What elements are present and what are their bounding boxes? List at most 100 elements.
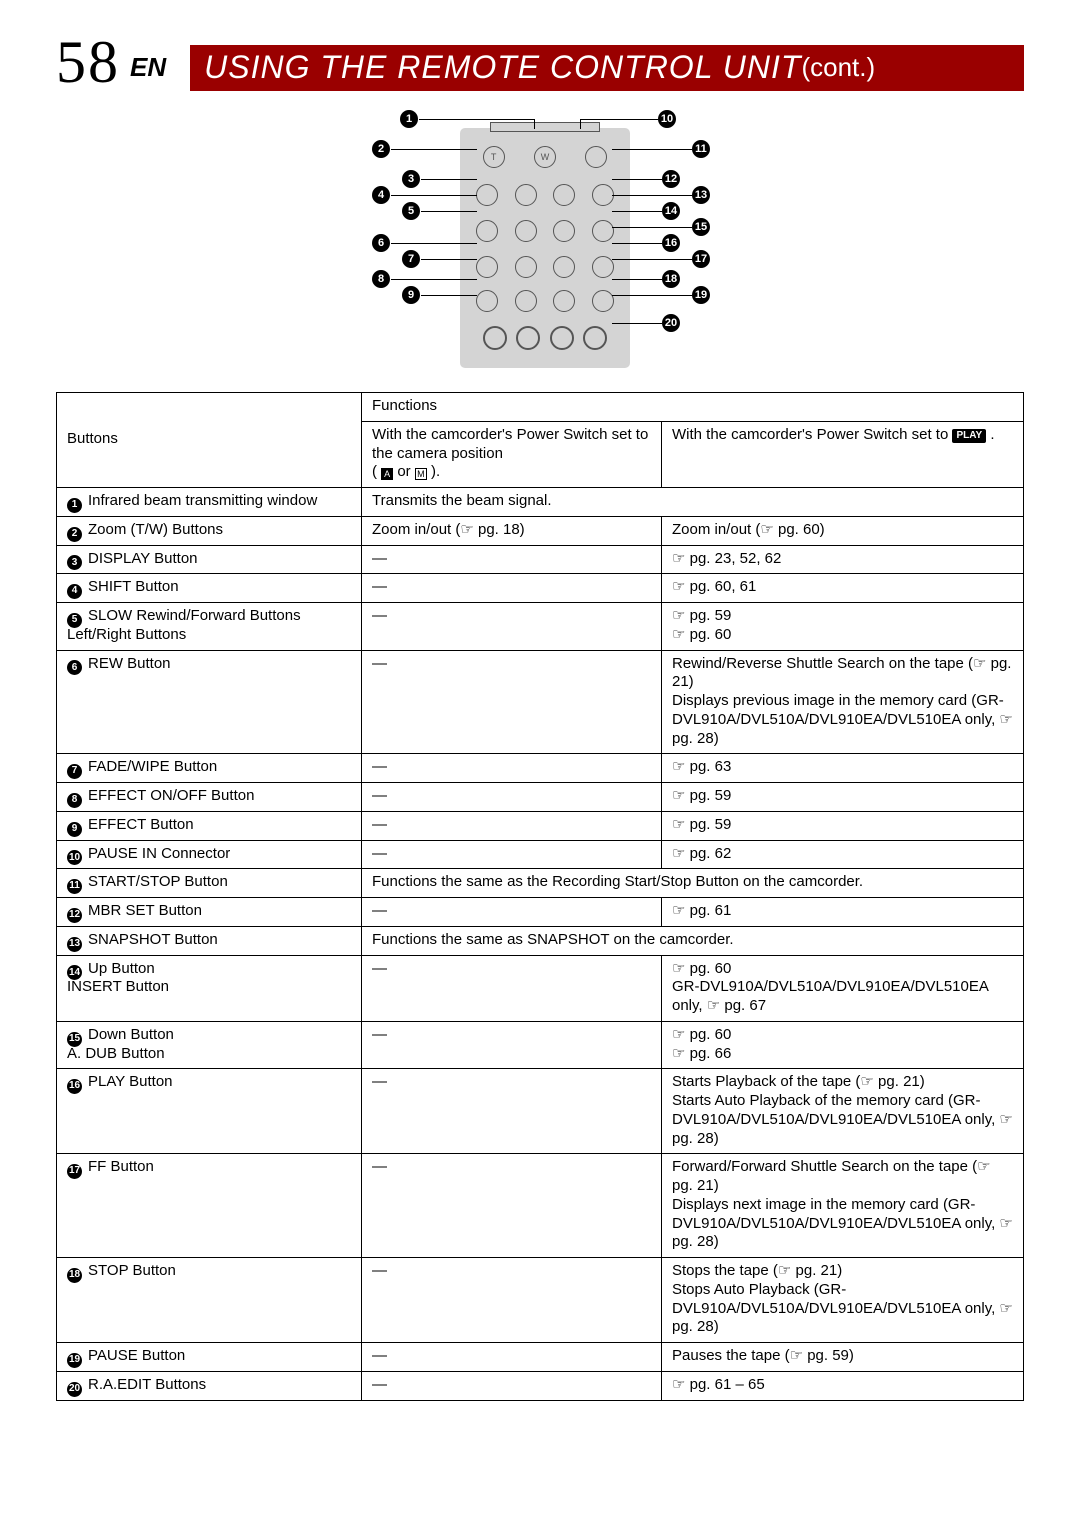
button-label: 20R.A.EDIT Buttons xyxy=(57,1371,362,1400)
table-row: 12MBR SET Button—☞ pg. 61 xyxy=(57,898,1024,927)
remote-body: T W xyxy=(460,128,630,368)
function-play-cell: ☞ pg. 63 xyxy=(662,754,1024,783)
remote-diagram: T W 1 2 3 4 5 6 7 8 9 10 xyxy=(280,110,800,378)
button-label: 1Infrared beam transmitting window xyxy=(57,488,362,517)
button-label: 18STOP Button xyxy=(57,1258,362,1343)
function-play-cell: ☞ pg. 61 xyxy=(662,898,1024,927)
table-row: 14Up ButtonINSERT Button—☞ pg. 60GR-DVL9… xyxy=(57,955,1024,1021)
function-play-cell: ☞ pg. 59 xyxy=(662,783,1024,812)
callout-13: 13 xyxy=(692,186,710,204)
callout-15: 15 xyxy=(692,218,710,236)
table-row: 16PLAY Button—Starts Playback of the tap… xyxy=(57,1069,1024,1154)
function-camera-cell: — xyxy=(362,840,662,869)
function-play-cell: ☞ pg. 23, 52, 62 xyxy=(662,545,1024,574)
function-play-cell: ☞ pg. 62 xyxy=(662,840,1024,869)
table-row: 6REW Button—Rewind/Reverse Shuttle Searc… xyxy=(57,650,1024,754)
title-cont: (cont.) xyxy=(801,52,875,83)
infrared-window-icon xyxy=(490,122,600,132)
table-row: 18STOP Button—Stops the tape (☞ pg. 21)S… xyxy=(57,1258,1024,1343)
button-label: 6REW Button xyxy=(57,650,362,754)
function-play-cell: Forward/Forward Shuttle Search on the ta… xyxy=(662,1154,1024,1258)
button-label: 14Up ButtonINSERT Button xyxy=(57,955,362,1021)
callout-8: 8 xyxy=(372,270,390,288)
table-row: 11START/STOP ButtonFunctions the same as… xyxy=(57,869,1024,898)
button-label: 13SNAPSHOT Button xyxy=(57,926,362,955)
callout-7: 7 xyxy=(402,250,420,268)
page-header: 58 EN USING THE REMOTE CONTROL UNIT (con… xyxy=(56,28,1024,94)
button-label: 5SLOW Rewind/Forward ButtonsLeft/Right B… xyxy=(57,603,362,651)
title-main: USING THE REMOTE CONTROL UNIT xyxy=(204,49,801,86)
table-row: 4SHIFT Button—☞ pg. 60, 61 xyxy=(57,574,1024,603)
function-play-cell: Starts Playback of the tape (☞ pg. 21)St… xyxy=(662,1069,1024,1154)
function-play-cell: ☞ pg. 61 – 65 xyxy=(662,1371,1024,1400)
function-play-cell: Zoom in/out (☞ pg. 60) xyxy=(662,516,1024,545)
function-cell: Functions the same as the Recording Star… xyxy=(362,869,1024,898)
button-label: 16PLAY Button xyxy=(57,1069,362,1154)
table-row: 7FADE/WIPE Button—☞ pg. 63 xyxy=(57,754,1024,783)
function-camera-cell: — xyxy=(362,811,662,840)
table-row: 8EFFECT ON/OFF Button—☞ pg. 59 xyxy=(57,783,1024,812)
title-bar: USING THE REMOTE CONTROL UNIT (cont.) xyxy=(190,45,1024,91)
button-label: 10PAUSE IN Connector xyxy=(57,840,362,869)
function-cell: Transmits the beam signal. xyxy=(362,488,1024,517)
function-camera-cell: — xyxy=(362,783,662,812)
table-row: 15Down ButtonA. DUB Button—☞ pg. 60☞ pg.… xyxy=(57,1021,1024,1069)
function-play-cell: ☞ pg. 60☞ pg. 66 xyxy=(662,1021,1024,1069)
button-label: 3DISPLAY Button xyxy=(57,545,362,574)
button-label: 2Zoom (T/W) Buttons xyxy=(57,516,362,545)
function-play-cell: Rewind/Reverse Shuttle Search on the tap… xyxy=(662,650,1024,754)
callout-19: 19 xyxy=(692,286,710,304)
table-header-row-1: Buttons Functions xyxy=(57,393,1024,422)
button-label: 4SHIFT Button xyxy=(57,574,362,603)
function-camera-cell: — xyxy=(362,1258,662,1343)
table-row: 2Zoom (T/W) ButtonsZoom in/out (☞ pg. 18… xyxy=(57,516,1024,545)
button-label: 7FADE/WIPE Button xyxy=(57,754,362,783)
function-play-cell: ☞ pg. 59 xyxy=(662,811,1024,840)
table-row: 20R.A.EDIT Buttons—☞ pg. 61 – 65 xyxy=(57,1371,1024,1400)
table-row: 17FF Button—Forward/Forward Shuttle Sear… xyxy=(57,1154,1024,1258)
function-play-cell: Stops the tape (☞ pg. 21)Stops Auto Play… xyxy=(662,1258,1024,1343)
callout-20: 20 xyxy=(662,314,680,332)
button-label: 12MBR SET Button xyxy=(57,898,362,927)
function-camera-cell: — xyxy=(362,1154,662,1258)
button-label: 11START/STOP Button xyxy=(57,869,362,898)
function-camera-cell: — xyxy=(362,650,662,754)
table-row: 13SNAPSHOT ButtonFunctions the same as S… xyxy=(57,926,1024,955)
function-camera-cell: — xyxy=(362,1021,662,1069)
button-label: 15Down ButtonA. DUB Button xyxy=(57,1021,362,1069)
function-play-cell: ☞ pg. 60, 61 xyxy=(662,574,1024,603)
function-play-cell: ☞ pg. 60GR-DVL910A/DVL510A/DVL910EA/DVL5… xyxy=(662,955,1024,1021)
table-row: 3DISPLAY Button—☞ pg. 23, 52, 62 xyxy=(57,545,1024,574)
callout-16: 16 xyxy=(662,234,680,252)
callout-10: 10 xyxy=(658,110,676,128)
function-play-cell: ☞ pg. 59☞ pg. 60 xyxy=(662,603,1024,651)
function-camera-cell: — xyxy=(362,1371,662,1400)
callout-1: 1 xyxy=(400,110,418,128)
callout-4: 4 xyxy=(372,186,390,204)
button-label: 17FF Button xyxy=(57,1154,362,1258)
callout-3: 3 xyxy=(402,170,420,188)
callout-5: 5 xyxy=(402,202,420,220)
buttons-header: Buttons xyxy=(57,393,362,488)
callout-17: 17 xyxy=(692,250,710,268)
function-camera-cell: — xyxy=(362,574,662,603)
callout-2: 2 xyxy=(372,140,390,158)
page-number: 58 xyxy=(56,28,120,97)
play-pos-header: With the camcorder's Power Switch set to… xyxy=(662,421,1024,487)
callout-14: 14 xyxy=(662,202,680,220)
functions-header: Functions xyxy=(362,393,1024,422)
function-camera-cell: — xyxy=(362,898,662,927)
callout-18: 18 xyxy=(662,270,680,288)
table-row: 1Infrared beam transmitting windowTransm… xyxy=(57,488,1024,517)
function-camera-cell: — xyxy=(362,955,662,1021)
button-label: 19PAUSE Button xyxy=(57,1343,362,1372)
callout-9: 9 xyxy=(402,286,420,304)
table-row: 19PAUSE Button—Pauses the tape (☞ pg. 59… xyxy=(57,1343,1024,1372)
function-camera-cell: — xyxy=(362,754,662,783)
table-row: 5SLOW Rewind/Forward ButtonsLeft/Right B… xyxy=(57,603,1024,651)
function-play-cell: Pauses the tape (☞ pg. 59) xyxy=(662,1343,1024,1372)
function-camera-cell: — xyxy=(362,1343,662,1372)
button-label: 8EFFECT ON/OFF Button xyxy=(57,783,362,812)
table-row: 10PAUSE IN Connector—☞ pg. 62 xyxy=(57,840,1024,869)
page-language: EN xyxy=(130,52,166,83)
